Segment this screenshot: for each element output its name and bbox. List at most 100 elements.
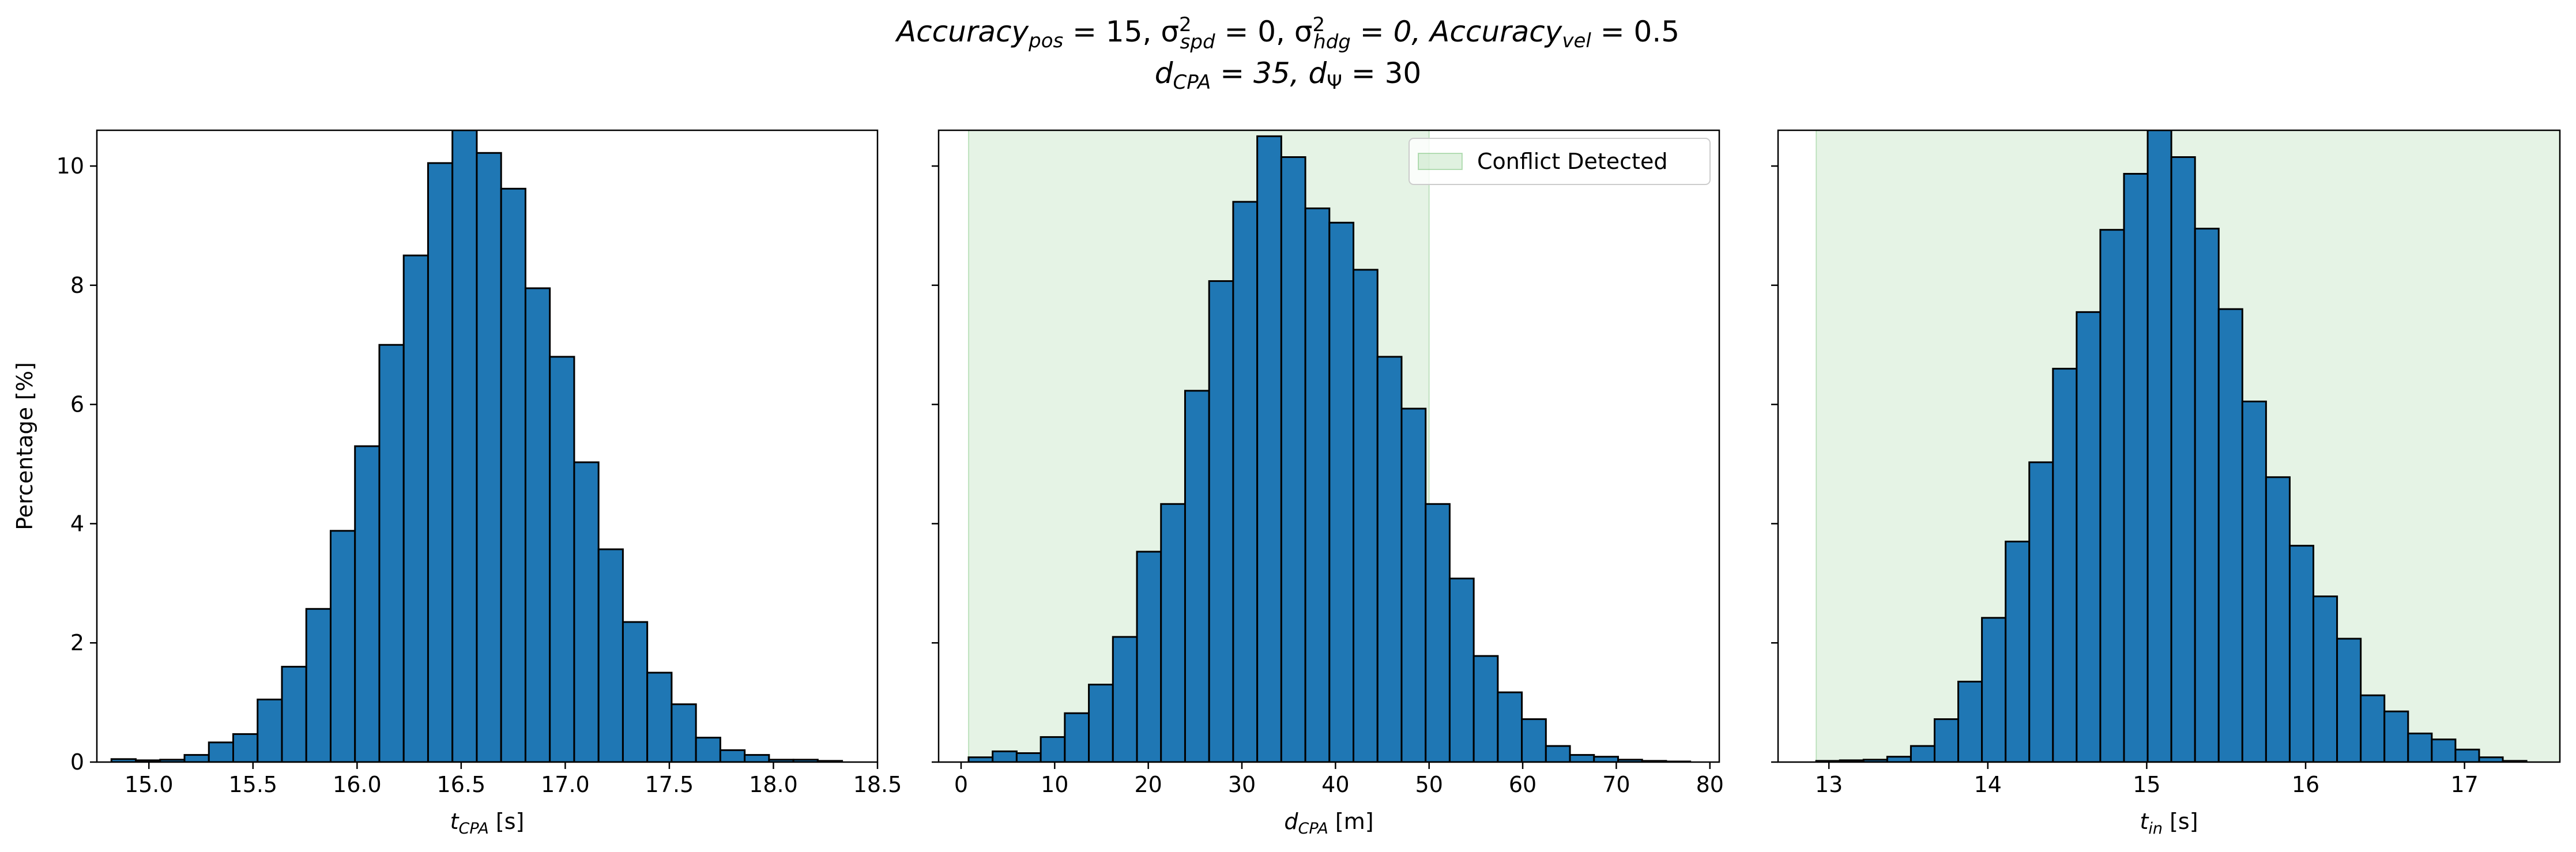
histogram-bar	[2407, 732, 2433, 762]
x-tick-label: 18.0	[749, 772, 798, 797]
x-tick-label: 17	[2450, 772, 2478, 797]
histogram-bar	[719, 749, 746, 762]
histogram-bar	[2336, 638, 2362, 762]
histogram-bar	[2099, 229, 2125, 762]
histogram-bar	[476, 152, 502, 762]
histogram-bar	[1497, 691, 1523, 762]
histogram-bar	[2288, 545, 2315, 762]
histogram-bar	[1136, 551, 1162, 762]
x-tick-label: 16	[2292, 772, 2319, 797]
y-tick-label: 10	[57, 153, 84, 179]
panel-content	[1815, 130, 2560, 762]
histogram-panel-1: 15.0 15.5 16.0 16.5 17.0 17.5 18.0 18.5 0 2 4 6 8 10 t…	[12, 129, 902, 838]
x-tick-label: 17.5	[645, 772, 694, 797]
histogram-bar	[1160, 503, 1186, 762]
histogram-bar	[1569, 754, 1595, 762]
histogram-bar	[2076, 311, 2102, 762]
title-line-1: Accuracypos = 15, σ2 spd = 0, σ2 hdg = 0, …	[895, 13, 1679, 54]
histogram-bar	[1448, 578, 1475, 762]
histogram-bar	[1886, 756, 1912, 762]
x-tick-label: 30	[1228, 772, 1256, 797]
histogram-bar	[208, 741, 234, 762]
x-tick-label: 70	[1602, 772, 1630, 797]
histogram-bar	[1472, 655, 1499, 762]
histogram-bar	[1425, 503, 1451, 762]
histogram-bar	[1232, 201, 1259, 762]
histogram-bar	[2028, 461, 2054, 762]
histogram-bar	[1521, 718, 1547, 762]
histogram-bar	[378, 344, 405, 762]
histogram-bar	[671, 703, 697, 762]
histogram-bar	[1328, 221, 1355, 762]
histogram-bar	[2194, 228, 2220, 762]
histogram-bar	[500, 187, 526, 762]
histogram-bar	[2241, 400, 2267, 762]
panel-content	[110, 130, 843, 762]
histogram-bar	[622, 621, 649, 762]
histogram-bar	[2454, 748, 2480, 762]
x-axis-label: tin [s]	[2140, 809, 2198, 838]
histogram-bar	[1957, 680, 1983, 762]
histogram-bar	[2313, 595, 2338, 762]
x-tick-label: 80	[1696, 772, 1724, 797]
histogram-bar	[2146, 130, 2172, 762]
histogram-panel-3: 13 14 15 16 17 tin [s]	[1771, 129, 2561, 838]
panels-group: 15.0 15.5 16.0 16.5 17.0 17.5 18.0 18.5 0 2 4 6 8 10 t…	[12, 129, 2561, 838]
x-tick-label: 60	[1509, 772, 1536, 797]
histogram-bar	[2005, 540, 2031, 762]
y-tick-label: 2	[70, 630, 84, 655]
histogram-bar	[232, 733, 259, 762]
histogram-bar	[305, 608, 332, 762]
histogram-bar	[1208, 280, 1234, 762]
histogram-bar	[992, 750, 1018, 762]
y-axis-label: Percentage [%]	[12, 362, 37, 530]
legend-swatch	[1418, 153, 1463, 170]
histogram-panel-2: 0 10 20 30 40 50 60 70 80 dCPA [m] Conflict Detect…	[932, 129, 1724, 838]
histogram-bar	[744, 754, 770, 762]
x-tick-label: 14	[1974, 772, 2002, 797]
histogram-bar	[354, 445, 381, 762]
histogram-bar	[427, 162, 454, 762]
y-tick-label: 0	[70, 749, 84, 775]
histogram-bar	[1304, 207, 1331, 762]
y-tick-label: 8	[70, 273, 84, 298]
histogram-bar	[1593, 756, 1619, 762]
histogram-bar	[597, 548, 624, 762]
x-tick-label: 50	[1415, 772, 1443, 797]
histogram-bar	[573, 461, 600, 762]
figure-title: Accuracypos = 15, σ2 spd = 0, σ2 hdg = 0, …	[895, 13, 1679, 94]
histogram-bar	[2052, 368, 2078, 762]
histogram-bar	[1545, 745, 1571, 762]
histogram-bar	[524, 287, 551, 762]
histogram-bar	[329, 530, 356, 762]
histogram-bar	[1910, 745, 1935, 762]
histogram-bar	[1353, 269, 1379, 762]
plot-frame	[96, 129, 879, 763]
legend-label: Conflict Detected	[1477, 149, 1667, 174]
plot-frame	[1777, 129, 2561, 763]
histogram-bar	[1280, 156, 1306, 762]
histogram-bar	[2265, 476, 2291, 762]
histogram-bar	[695, 737, 721, 762]
histogram-bar	[1400, 408, 1427, 762]
x-tick-label: 0	[954, 772, 968, 797]
histogram-bar	[402, 254, 429, 762]
title-line-2: dCPA = 35, dΨ = 30	[1155, 56, 1421, 94]
panel-content	[967, 130, 1692, 762]
histogram-bar	[646, 672, 673, 762]
y-tick-label: 4	[70, 511, 84, 536]
histogram-bar	[1112, 636, 1138, 762]
histogram-bar	[1015, 752, 1042, 762]
x-axis-label: tCPA [s]	[450, 809, 525, 838]
histogram-bar	[1040, 736, 1066, 762]
plot-frame	[937, 129, 1720, 763]
histogram-bar	[549, 356, 575, 762]
x-tick-label: 16.5	[437, 772, 486, 797]
histogram-bar	[1933, 718, 1960, 762]
histogram-bar	[1376, 356, 1403, 762]
histogram-bar	[281, 666, 307, 762]
y-tick-label: 6	[70, 392, 84, 417]
histogram-bar	[2360, 694, 2386, 762]
x-tick-label: 10	[1041, 772, 1068, 797]
